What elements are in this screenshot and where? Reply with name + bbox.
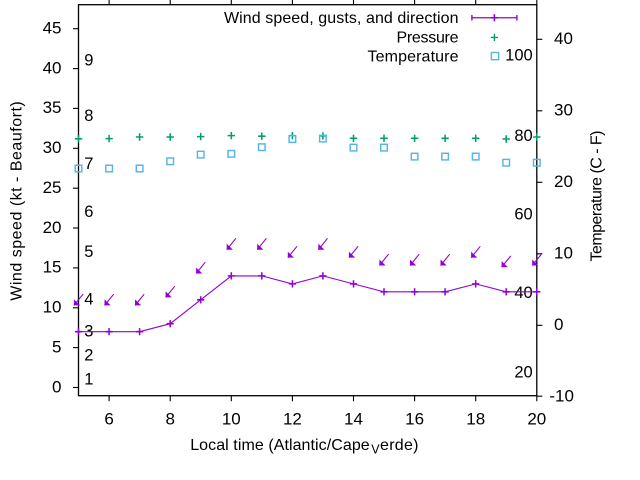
svg-text:Wind speed (kt - Beaufort): Wind speed (kt - Beaufort) <box>9 101 26 301</box>
svg-text:7: 7 <box>84 155 93 173</box>
svg-text:erde): erde) <box>380 437 419 454</box>
svg-text:Wind speed, gusts, and directi: Wind speed, gusts, and direction <box>224 10 459 27</box>
svg-text:20: 20 <box>514 363 532 381</box>
svg-text:10: 10 <box>43 298 62 317</box>
svg-text:5: 5 <box>84 243 93 261</box>
svg-text:Temperature (C - F): Temperature (C - F) <box>589 131 606 262</box>
svg-text:8: 8 <box>165 409 174 428</box>
svg-text:12: 12 <box>283 409 302 428</box>
svg-text:0: 0 <box>554 315 563 334</box>
svg-text:80: 80 <box>514 127 532 145</box>
svg-text:35: 35 <box>43 98 62 117</box>
svg-text:10: 10 <box>554 243 573 262</box>
svg-text:20: 20 <box>43 218 62 237</box>
svg-text:5: 5 <box>52 337 61 356</box>
svg-text:40: 40 <box>514 284 532 302</box>
svg-text:6: 6 <box>104 409 113 428</box>
svg-text:60: 60 <box>514 206 532 224</box>
svg-text:8: 8 <box>84 107 93 125</box>
svg-text:Temperature: Temperature <box>368 49 459 66</box>
svg-text:20: 20 <box>554 172 573 191</box>
svg-text:V: V <box>371 442 380 456</box>
svg-text:40: 40 <box>43 58 62 77</box>
svg-text:9: 9 <box>84 51 93 69</box>
svg-text:2: 2 <box>84 346 93 364</box>
svg-text:18: 18 <box>466 409 485 428</box>
svg-text:-10: -10 <box>549 386 574 405</box>
svg-text:40: 40 <box>554 29 573 48</box>
svg-text:16: 16 <box>405 409 424 428</box>
svg-text:6: 6 <box>84 203 93 221</box>
svg-text:100: 100 <box>505 47 533 65</box>
svg-text:20: 20 <box>527 409 546 428</box>
svg-text:25: 25 <box>43 178 62 197</box>
svg-text:1: 1 <box>84 370 93 388</box>
svg-text:30: 30 <box>43 138 62 157</box>
svg-text:10: 10 <box>222 409 241 428</box>
svg-text:0: 0 <box>52 377 61 396</box>
svg-text:14: 14 <box>344 409 363 428</box>
svg-text:Pressure: Pressure <box>397 30 459 47</box>
svg-text:45: 45 <box>43 19 62 38</box>
svg-text:15: 15 <box>43 258 62 277</box>
svg-text:Local time (Atlantic/Cape: Local time (Atlantic/Cape <box>190 437 370 454</box>
svg-text:30: 30 <box>554 100 573 119</box>
svg-text:4: 4 <box>84 291 93 309</box>
